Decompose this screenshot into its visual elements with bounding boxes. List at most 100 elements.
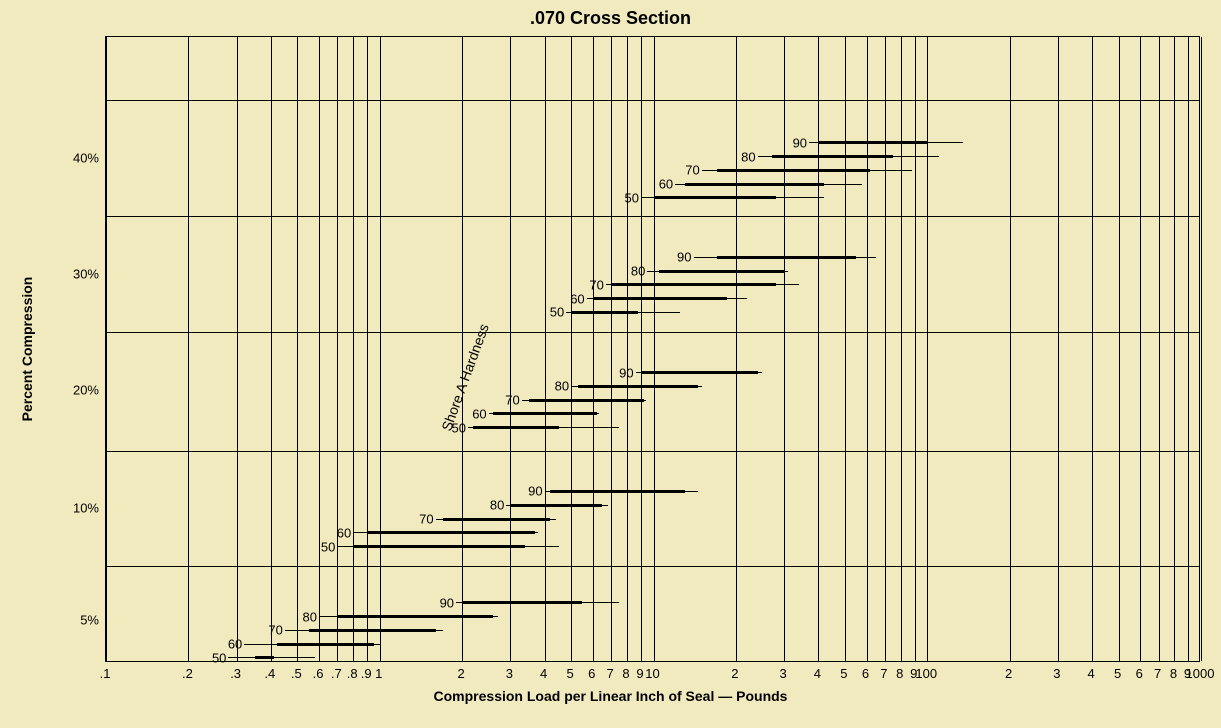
data-bar-label: 70	[685, 163, 701, 178]
data-bar-label: 50	[625, 190, 641, 205]
x-gridline	[1058, 37, 1059, 661]
x-gridline	[462, 37, 463, 661]
x-gridline	[571, 37, 572, 661]
x-tick-label: 2	[458, 666, 465, 681]
x-gridline	[545, 37, 546, 661]
x-tick-label: 5	[566, 666, 573, 681]
data-bar-label: 60	[337, 525, 353, 540]
data-bar-label: 80	[555, 379, 571, 394]
x-gridline	[237, 37, 238, 661]
x-tick-label: 7	[880, 666, 887, 681]
x-tick-label: 2	[1005, 666, 1012, 681]
x-gridline	[271, 37, 272, 661]
x-tick-label: 3	[779, 666, 786, 681]
x-gridline	[1119, 37, 1120, 661]
x-gridline	[885, 37, 886, 661]
x-gridline	[784, 37, 785, 661]
x-tick-label: 6	[862, 666, 869, 681]
x-axis-label: Compression Load per Linear Inch of Seal…	[0, 688, 1221, 704]
y-gridline	[106, 100, 1199, 101]
y-gridline	[106, 451, 1199, 452]
data-bar-label: 50	[550, 305, 566, 320]
data-bar-label: 50	[212, 650, 228, 665]
x-tick-label: 8	[622, 666, 629, 681]
x-tick-label: 2	[731, 666, 738, 681]
data-bar-label: 80	[490, 498, 506, 513]
x-tick-label: 9	[636, 666, 643, 681]
x-gridline	[736, 37, 737, 661]
data-bar-label: 70	[419, 512, 435, 527]
x-tick-label: .4	[264, 666, 275, 681]
data-bar-label: 60	[570, 291, 586, 306]
x-gridline	[380, 37, 381, 661]
x-tick-label: 4	[540, 666, 547, 681]
data-bar-label: 70	[268, 623, 284, 638]
y-tick-label: 5%	[63, 613, 99, 628]
x-gridline	[611, 37, 612, 661]
x-tick-label: .8	[347, 666, 358, 681]
x-gridline	[1201, 37, 1202, 661]
x-tick-label: .3	[230, 666, 241, 681]
data-bar-label: 60	[472, 406, 488, 421]
data-bar-label: 50	[321, 539, 337, 554]
data-bar-label: 80	[303, 609, 319, 624]
x-tick-label: 1	[375, 666, 382, 681]
x-tick-label: 8	[896, 666, 903, 681]
data-bar-label: 80	[631, 264, 647, 279]
x-tick-label: .6	[313, 666, 324, 681]
x-gridline	[1174, 37, 1175, 661]
x-tick-label: 10	[645, 666, 659, 681]
data-bar-label: 90	[440, 595, 456, 610]
data-bar-label: 60	[228, 637, 244, 652]
data-bar-label: 70	[589, 277, 605, 292]
x-tick-label: .1	[100, 666, 111, 681]
x-gridline	[188, 37, 189, 661]
x-tick-label: .9	[361, 666, 372, 681]
chart-title: .070 Cross Section	[0, 8, 1221, 29]
y-tick-label: 30%	[63, 266, 99, 281]
x-tick-label: 4	[1087, 666, 1094, 681]
x-tick-label: 3	[506, 666, 513, 681]
y-tick-label: 10%	[63, 501, 99, 516]
data-bar-label: 80	[741, 149, 757, 164]
x-gridline	[353, 37, 354, 661]
x-tick-label: 6	[588, 666, 595, 681]
y-tick-label: 20%	[63, 382, 99, 397]
x-gridline	[654, 37, 655, 661]
x-gridline	[845, 37, 846, 661]
x-tick-label: 7	[1154, 666, 1161, 681]
x-gridline	[1010, 37, 1011, 661]
x-tick-label: 5	[840, 666, 847, 681]
x-gridline	[367, 37, 368, 661]
x-gridline	[818, 37, 819, 661]
x-gridline	[927, 37, 928, 661]
x-tick-label: 5	[1114, 666, 1121, 681]
x-tick-label: 6	[1136, 666, 1143, 681]
x-tick-label: 3	[1053, 666, 1060, 681]
x-tick-label: 4	[814, 666, 821, 681]
x-gridline	[641, 37, 642, 661]
data-bar-label: 90	[793, 135, 809, 150]
x-tick-label: 7	[606, 666, 613, 681]
y-gridline	[106, 216, 1199, 217]
x-gridline	[106, 37, 107, 661]
x-gridline	[1092, 37, 1093, 661]
data-bar-label: 90	[528, 484, 544, 499]
x-tick-label: 8	[1170, 666, 1177, 681]
chart-plot-area: 5060708090506070809050607080905060708090…	[105, 36, 1200, 662]
x-tick-label: .5	[291, 666, 302, 681]
x-tick-label: 100	[915, 666, 937, 681]
y-gridline	[106, 332, 1199, 333]
data-bar-label: 90	[619, 365, 635, 380]
data-bar-label: 90	[677, 250, 693, 265]
y-tick-label: 40%	[63, 151, 99, 166]
x-gridline	[627, 37, 628, 661]
x-gridline	[510, 37, 511, 661]
x-gridline	[297, 37, 298, 661]
x-tick-label: .7	[331, 666, 342, 681]
x-gridline	[1188, 37, 1189, 661]
x-gridline	[901, 37, 902, 661]
x-gridline	[593, 37, 594, 661]
x-gridline	[337, 37, 338, 661]
data-bar-label: 60	[659, 177, 675, 192]
